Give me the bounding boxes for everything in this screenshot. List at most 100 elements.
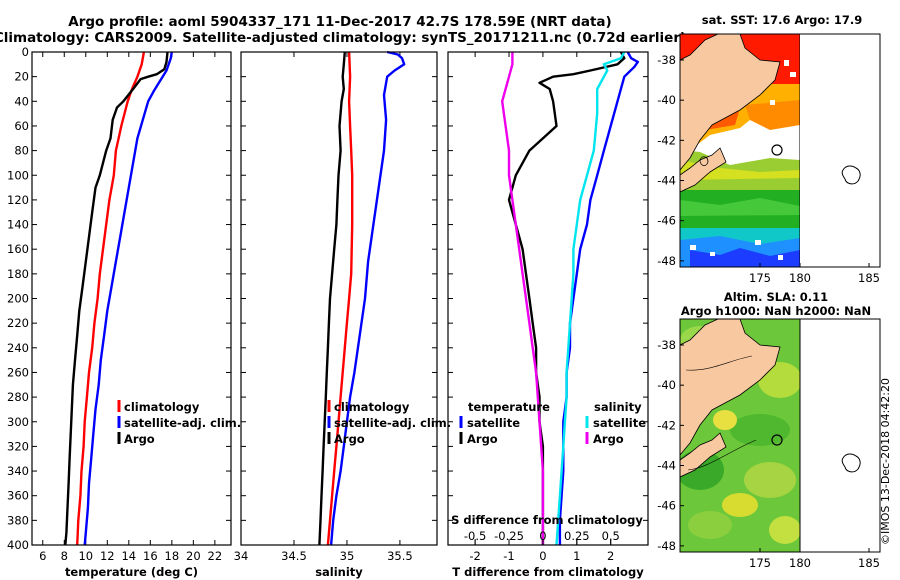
- depth-tick-label: 240: [7, 341, 29, 355]
- x-tick-label: 16: [143, 549, 158, 563]
- x-tick-label: 34.5: [281, 549, 307, 563]
- chatham-island-outline: [841, 165, 861, 185]
- x-tick-label: 20: [186, 549, 201, 563]
- series-line-climatology: [326, 51, 354, 546]
- depth-tick-label: 200: [7, 292, 29, 306]
- legend-label-sat-temperature: satellite: [467, 416, 520, 430]
- difference-legend: temperature satellite Argo salinity sate…: [459, 400, 646, 446]
- s-difference-tick-label: -0.5: [464, 529, 486, 543]
- x-tick-label: 35: [340, 549, 355, 563]
- x-tick-label: 22: [208, 549, 223, 563]
- sla-map-title-line1: Altim. SLA: 0.11: [724, 290, 828, 304]
- x-tick-label: 2: [607, 549, 614, 563]
- plot-frame: [31, 51, 232, 546]
- series-line-argo: [64, 51, 169, 546]
- depth-tick-label: 60: [14, 119, 29, 133]
- x-tick-label: 10: [78, 549, 93, 563]
- map-lat-label: -46: [657, 214, 676, 228]
- difference-panel: -2 -1 0 1 2 T difference from climatology: [447, 51, 649, 579]
- depth-tick-label: 140: [7, 218, 29, 232]
- x-tick-label: 18: [165, 549, 180, 563]
- map-lat-label: -48: [657, 539, 676, 553]
- sst-map-empty: [800, 34, 880, 267]
- map-lat-label: -40: [657, 93, 676, 107]
- map-lat-label: -42: [657, 418, 676, 432]
- depth-tick-label: 100: [7, 168, 29, 182]
- sst-map-axes: 175 180 185 -38 -40 -42 -44 -46 -48: [657, 33, 881, 285]
- legend-title-salinity: salinity: [594, 400, 642, 414]
- series-line-satellite-salinity-: [555, 51, 626, 546]
- map-lat-label: -40: [657, 378, 676, 392]
- map-lat-label: -44: [657, 174, 676, 188]
- x-tick-label: 1: [573, 549, 580, 563]
- map-lon-label: 185: [858, 556, 880, 570]
- x-tick-label: 12: [100, 549, 115, 563]
- legend-label-argo: Argo: [334, 432, 365, 446]
- depth-tick-label: 180: [7, 267, 29, 281]
- legend-label-argo: Argo: [124, 432, 155, 446]
- x-tick-label: 34: [234, 549, 249, 563]
- plot-frame: [240, 51, 438, 546]
- salinity-legend: climatology satellite-adj. clim. Argo: [327, 400, 451, 446]
- chatham-island-outline: [841, 453, 861, 473]
- x-tick-label: 8: [61, 549, 68, 563]
- s-difference-ticks: -0.5 -0.25 0 0.25 0.5: [464, 529, 620, 545]
- map-lon-label: 185: [858, 271, 880, 285]
- new-zealand-land: [680, 319, 781, 456]
- x-axis-label: salinity: [315, 565, 363, 579]
- sst-map-field: [680, 34, 800, 267]
- sst-map-title: sat. SST: 17.6 Argo: 17.9: [702, 13, 862, 27]
- plot-frame: [447, 51, 649, 546]
- legend-label-satellite: satellite-adj. clim.: [334, 416, 451, 430]
- legend-label-sat-salinity: satellite: [593, 416, 646, 430]
- map-outer-frame: [679, 33, 881, 268]
- figure-title-line2: Climatology: CARS2009. Satellite-adjuste…: [0, 30, 686, 46]
- depth-tick-label: 40: [14, 94, 29, 108]
- legend-title-temperature: temperature: [468, 400, 550, 414]
- map-lat-label: -42: [657, 133, 676, 147]
- map-outer-frame: [679, 318, 881, 553]
- map-lat-label: -46: [657, 499, 676, 513]
- s-difference-tick-label: 0.5: [602, 529, 620, 543]
- new-zealand-land: [680, 34, 781, 171]
- temperature-legend: climatology satellite-adj. clim. Argo: [117, 400, 241, 446]
- series-line-satellite-adj-clim-: [329, 50, 406, 546]
- s-difference-axis-title: S difference from climatology: [451, 513, 643, 527]
- series-line-satellite-adj-clim-: [83, 51, 173, 546]
- depth-tick-label: 80: [14, 144, 29, 158]
- imos-credit: ©IMOS 13-Dec-2018 04:42:20: [879, 378, 892, 545]
- map-lon-label: 180: [789, 556, 811, 570]
- map-lat-label: -38: [657, 338, 676, 352]
- map-lon-label: 180: [789, 271, 811, 285]
- sla-map-field: [680, 319, 800, 552]
- sla-map-title-line2: Argo h1000: NaN h2000: NaN: [681, 304, 871, 318]
- depth-tick-label: 0: [22, 45, 29, 59]
- map-lat-label: -38: [657, 53, 676, 67]
- map-lon-label: 175: [749, 556, 771, 570]
- depth-tick-label: 320: [7, 439, 29, 453]
- depth-tick-label: 260: [7, 365, 29, 379]
- depth-tick-label: 160: [7, 242, 29, 256]
- salinity-panel: 34 34.5 35 35.5 salinity: [234, 50, 438, 579]
- depth-tick-label: 120: [7, 193, 29, 207]
- x-tick-label: 6: [39, 549, 46, 563]
- series-line-climatology: [76, 51, 146, 546]
- map-lon-label: 175: [749, 271, 771, 285]
- x-tick-label: -1: [503, 549, 514, 563]
- depth-tick-label: 300: [7, 415, 29, 429]
- depth-tick-label: 280: [7, 390, 29, 404]
- x-axis-label: T difference from climatology: [452, 565, 644, 579]
- legend-label-climatology: climatology: [124, 400, 200, 414]
- legend-label-climatology: climatology: [334, 400, 410, 414]
- s-difference-tick-label: 0: [539, 529, 546, 543]
- series-line-argo-salinity-: [501, 52, 545, 545]
- depth-tick-label: 360: [7, 489, 29, 503]
- map-lat-label: -48: [657, 254, 676, 268]
- argo-position-marker: [771, 144, 783, 156]
- depth-tick-label: 340: [7, 464, 29, 478]
- depth-tick-label: 220: [7, 316, 29, 330]
- x-tick-label: 35.5: [387, 549, 413, 563]
- series-line-argo: [318, 51, 346, 546]
- s-difference-tick-label: 0.25: [564, 529, 590, 543]
